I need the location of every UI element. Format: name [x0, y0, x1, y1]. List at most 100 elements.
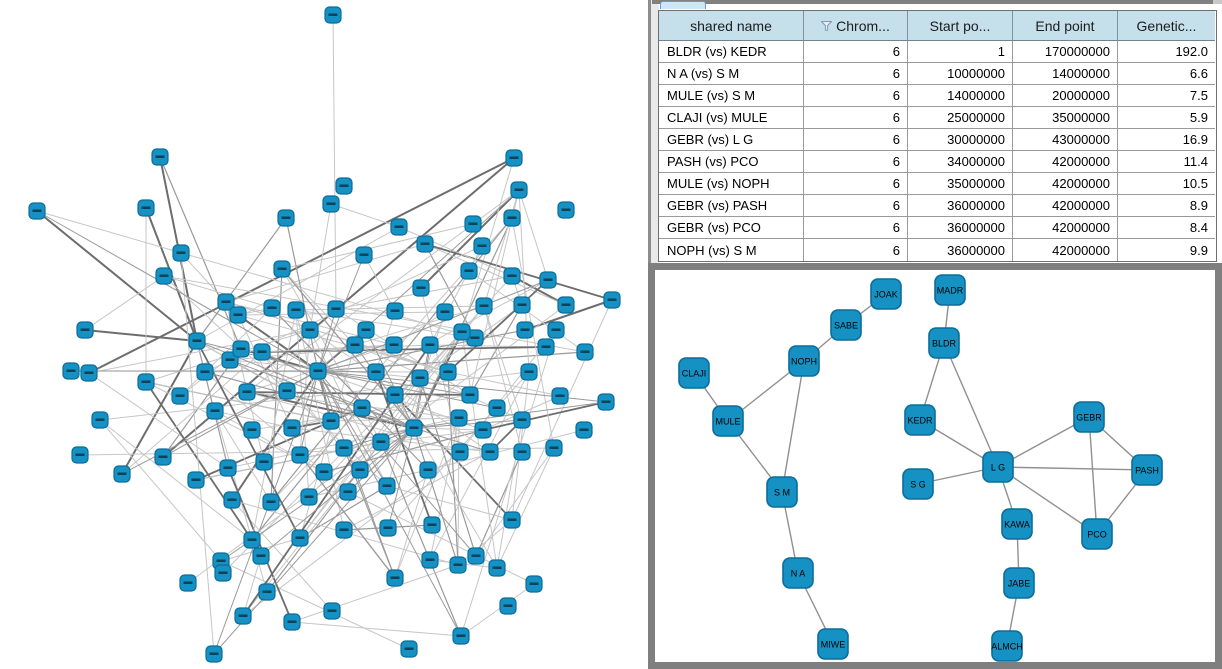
node-gebr[interactable] [1073, 401, 1105, 433]
table-cell[interactable]: 9.9 [1118, 239, 1215, 261]
table-cell[interactable]: 25000000 [908, 107, 1013, 129]
table-cell[interactable]: 34000000 [908, 151, 1013, 173]
table-cell[interactable]: 42000000 [1013, 151, 1118, 173]
table-cell[interactable]: GEBR (vs) PASH [659, 195, 804, 217]
table-cell[interactable]: 42000000 [1013, 173, 1118, 195]
table-cell[interactable]: 14000000 [1013, 63, 1118, 85]
node-s-m[interactable] [766, 476, 798, 508]
network-edge [424, 243, 567, 306]
node-kawa[interactable] [1001, 508, 1033, 540]
table-cell[interactable]: 192.0 [1118, 41, 1215, 63]
table-cell[interactable]: 8.9 [1118, 195, 1215, 217]
table-cell[interactable]: 6 [804, 195, 908, 217]
table-row[interactable]: MULE (vs) NOPH 6 35000000 42000000 10.5 [659, 173, 1216, 195]
edge-table[interactable]: shared name Chrom... Start po... End point G… [658, 10, 1217, 262]
table-row[interactable]: GEBR (vs) L G 6 30000000 43000000 16.9 [659, 129, 1216, 151]
node-pash[interactable] [1131, 454, 1163, 486]
node-label-smudge [287, 620, 297, 623]
table-cell[interactable]: 16.9 [1118, 129, 1215, 151]
table-cell[interactable]: 11.4 [1118, 151, 1215, 173]
table-row[interactable]: BLDR (vs) KEDR 6 1 170000000 192.0 [659, 41, 1216, 63]
table-cell[interactable]: 36000000 [908, 217, 1013, 239]
table-cell[interactable]: 14000000 [908, 85, 1013, 107]
node-label-smudge [529, 582, 539, 585]
table-row[interactable]: NOPH (vs) S M 6 36000000 42000000 9.9 [659, 239, 1216, 261]
table-cell[interactable]: 5.9 [1118, 107, 1215, 129]
table-cell[interactable]: 6.6 [1118, 63, 1215, 85]
table-cell[interactable]: 6 [804, 107, 908, 129]
table-cell[interactable]: N A (vs) S M [659, 63, 804, 85]
column-header-4[interactable]: Genetic... [1118, 11, 1215, 41]
node-madr[interactable] [934, 274, 966, 306]
node-label-smudge [176, 251, 186, 254]
main-network-canvas[interactable] [0, 0, 648, 669]
node-miwe[interactable] [817, 628, 849, 660]
table-cell[interactable]: 6 [804, 41, 908, 63]
table-cell[interactable]: 35000000 [1013, 107, 1118, 129]
network-edge [299, 370, 319, 456]
table-cell[interactable]: MULE (vs) NOPH [659, 173, 804, 195]
table-row[interactable]: GEBR (vs) PASH 6 36000000 42000000 8.9 [659, 195, 1216, 217]
table-cell[interactable]: 42000000 [1013, 239, 1118, 261]
column-header-1[interactable]: Chrom... [804, 11, 908, 41]
node-kedr[interactable] [904, 404, 936, 436]
table-cell[interactable]: 7.5 [1118, 85, 1215, 107]
column-header-3[interactable]: End point [1013, 11, 1118, 41]
column-header-2[interactable]: Start po... [908, 11, 1013, 41]
table-cell[interactable]: NOPH (vs) S M [659, 239, 804, 261]
node-jabe[interactable] [1003, 567, 1035, 599]
table-cell[interactable]: 36000000 [908, 239, 1013, 261]
node-claji[interactable] [678, 357, 710, 389]
node-s-g[interactable] [902, 468, 934, 500]
filtered-network-background[interactable]: JOAK MADR SABE BLDR NOPH CLAJI KEDR GEBR MULE L G… [655, 270, 1215, 662]
node-label-smudge [409, 426, 419, 429]
table-cell[interactable]: PASH (vs) PCO [659, 151, 804, 173]
table-cell[interactable]: 42000000 [1013, 195, 1118, 217]
node-almch[interactable] [991, 630, 1023, 662]
node-label-smudge [390, 393, 400, 396]
node-label-smudge [141, 206, 151, 209]
table-cell[interactable]: 8.4 [1118, 217, 1215, 239]
table-cell[interactable]: 36000000 [908, 195, 1013, 217]
table-cell[interactable]: 6 [804, 151, 908, 173]
table-cell[interactable]: 6 [804, 85, 908, 107]
node-pco[interactable] [1081, 518, 1113, 550]
table-cell[interactable]: 43000000 [1013, 129, 1118, 151]
table-row[interactable]: CLAJI (vs) MULE 6 25000000 35000000 5.9 [659, 107, 1216, 129]
filter-icon[interactable] [821, 20, 833, 31]
table-cell[interactable]: 20000000 [1013, 85, 1118, 107]
table-row[interactable]: MULE (vs) S M 6 14000000 20000000 7.5 [659, 85, 1216, 107]
node-sabe[interactable] [830, 309, 862, 341]
table-row[interactable]: N A (vs) S M 6 10000000 14000000 6.6 [659, 63, 1216, 85]
table-cell[interactable]: GEBR (vs) PCO [659, 217, 804, 239]
table-cell[interactable]: CLAJI (vs) MULE [659, 107, 804, 129]
table-cell[interactable]: 6 [804, 63, 908, 85]
column-header-0[interactable]: shared name [659, 11, 804, 41]
node-joak[interactable] [870, 278, 902, 310]
table-cell[interactable]: 6 [804, 239, 908, 261]
table-cell[interactable]: 10000000 [908, 63, 1013, 85]
table-cell[interactable]: 10.5 [1118, 173, 1215, 195]
table-cell[interactable]: 6 [804, 129, 908, 151]
main-network-panel[interactable] [0, 0, 648, 669]
table-cell[interactable]: 30000000 [908, 129, 1013, 151]
table-cell[interactable]: BLDR (vs) KEDR [659, 41, 804, 63]
node-noph[interactable] [788, 345, 820, 377]
node-bldr[interactable] [928, 327, 960, 359]
table-row[interactable]: GEBR (vs) PCO 6 36000000 42000000 8.4 [659, 217, 1216, 239]
table-tab[interactable] [660, 1, 706, 9]
table-cell[interactable]: 1 [908, 41, 1013, 63]
table-cell[interactable]: GEBR (vs) L G [659, 129, 804, 151]
table-cell[interactable]: 6 [804, 173, 908, 195]
node-label-smudge [389, 343, 399, 346]
table-cell[interactable]: 42000000 [1013, 217, 1118, 239]
table-cell[interactable]: MULE (vs) S M [659, 85, 804, 107]
table-cell[interactable]: 6 [804, 217, 908, 239]
table-cell[interactable]: 170000000 [1013, 41, 1118, 63]
node-n-a[interactable] [782, 557, 814, 589]
node-mule[interactable] [712, 405, 744, 437]
table-cell[interactable]: 35000000 [908, 173, 1013, 195]
table-row[interactable]: PASH (vs) PCO 6 34000000 42000000 11.4 [659, 151, 1216, 173]
node-l-g[interactable] [982, 451, 1014, 483]
